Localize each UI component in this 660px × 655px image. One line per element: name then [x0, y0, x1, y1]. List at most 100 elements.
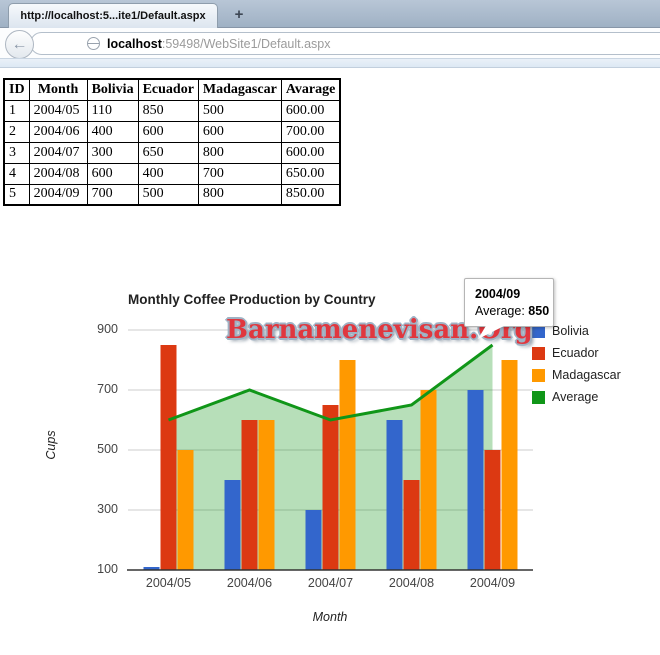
table-row: 3 2004/07 300 650 800 600.00 [3, 141, 341, 164]
table-cell: 110 [86, 99, 139, 122]
legend-swatch-average [532, 390, 545, 404]
table-cell: 2004/09 [28, 183, 88, 206]
back-icon: ← [11, 35, 28, 53]
legend-item-bolivia[interactable]: Bolivia [532, 320, 621, 342]
tooltip-number: 850 [528, 304, 550, 318]
table-header-month: Month [28, 78, 88, 101]
bar-ecuador-2004/06[interactable] [241, 420, 258, 570]
toolbar-bottom-strip [0, 58, 660, 68]
legend-label: Bolivia [552, 324, 589, 338]
legend-label: Average [552, 390, 599, 404]
table-cell: 4 [3, 162, 30, 185]
data-table: ID Month Bolivia Ecuador Madagascar Avarage 1 2… [3, 78, 342, 206]
table-cell: 650 [137, 141, 199, 164]
tab-title: http://localhost:5...ite1/Default.aspx [20, 10, 206, 22]
table-cell: 800 [197, 183, 282, 206]
navigation-toolbar: localhost:59498/WebSite1/Default.aspx ← [0, 28, 660, 59]
table-cell: 800 [197, 141, 282, 164]
bar-madagascar-2004/08[interactable] [420, 390, 437, 570]
url-host: localhost [107, 36, 162, 51]
x-tick-label-2004/07: 2004/07 [307, 576, 354, 590]
table-cell: 5 [3, 183, 30, 206]
table-cell: 700.00 [280, 120, 341, 143]
legend-swatch-bolivia [532, 324, 545, 338]
table-header-row: ID Month Bolivia Ecuador Madagascar Avarage [3, 78, 341, 101]
legend-item-madagascar[interactable]: Madagascar [532, 364, 621, 386]
legend-swatch-madagascar [532, 368, 545, 382]
bar-ecuador-2004/09[interactable] [484, 450, 501, 570]
table-cell: 400 [86, 120, 139, 143]
table-cell: 700 [197, 162, 282, 185]
table-cell: 3 [3, 141, 30, 164]
table-header-id: ID [3, 78, 30, 101]
browser-tab[interactable]: http://localhost:5...ite1/Default.aspx [8, 3, 218, 28]
bar-madagascar-2004/06[interactable] [258, 420, 275, 570]
table-cell: 2004/06 [28, 120, 88, 143]
bar-ecuador-2004/05[interactable] [160, 345, 177, 570]
x-axis-title: Month [312, 610, 348, 624]
tab-bar: http://localhost:5...ite1/Default.aspx + [0, 0, 660, 28]
table-cell: 2004/07 [28, 141, 88, 164]
y-tick-label-300: 300 [97, 502, 118, 516]
x-tick-label-2004/05: 2004/05 [145, 576, 192, 590]
globe-icon [87, 37, 100, 50]
table-cell: 500 [137, 183, 199, 206]
table-cell: 600 [197, 120, 282, 143]
new-tab-button[interactable]: + [234, 6, 244, 23]
bar-bolivia-2004/09[interactable] [467, 390, 484, 570]
chart-legend: Bolivia Ecuador Madagascar Average [532, 320, 621, 408]
table-header-ecuador: Ecuador [137, 78, 199, 101]
legend-label: Ecuador [552, 346, 599, 360]
y-tick-label-100: 100 [97, 562, 118, 576]
bar-madagascar-2004/05[interactable] [177, 450, 194, 570]
table-cell: 500 [197, 99, 282, 122]
y-axis-title: Cups [44, 430, 58, 460]
bar-madagascar-2004/07[interactable] [339, 360, 356, 570]
legend-item-ecuador[interactable]: Ecuador [532, 342, 621, 364]
table-header-madagascar: Madagascar [197, 78, 282, 101]
table-cell: 2004/08 [28, 162, 88, 185]
table-row: 5 2004/09 700 500 800 850.00 [3, 183, 341, 206]
table-cell: 700 [86, 183, 139, 206]
legend-item-average[interactable]: Average [532, 386, 621, 408]
y-tick-label-500: 500 [97, 442, 118, 456]
table-cell: 600.00 [280, 99, 341, 122]
bar-bolivia-2004/07[interactable] [305, 510, 322, 570]
bar-bolivia-2004/05[interactable] [143, 567, 160, 570]
bar-bolivia-2004/06[interactable] [224, 480, 241, 570]
table-cell: 600 [137, 120, 199, 143]
legend-swatch-ecuador [532, 346, 545, 360]
table-cell: 1 [3, 99, 30, 122]
bar-ecuador-2004/08[interactable] [403, 480, 420, 570]
table-cell: 850.00 [280, 183, 341, 206]
table-row: 1 2004/05 110 850 500 600.00 [3, 99, 341, 122]
x-tick-label-2004/09: 2004/09 [469, 576, 516, 590]
chart-tooltip: 2004/09 Average: 850 [464, 278, 554, 327]
table-header-bolivia: Bolivia [86, 78, 139, 101]
bar-ecuador-2004/07[interactable] [322, 405, 339, 570]
tooltip-value: Average: 850 [475, 303, 550, 320]
bar-bolivia-2004/08[interactable] [386, 420, 403, 570]
bar-madagascar-2004/09[interactable] [501, 360, 518, 570]
average-line[interactable] [167, 343, 494, 422]
table-cell: 2 [3, 120, 30, 143]
table-cell: 2004/05 [28, 99, 88, 122]
tooltip-series-label: Average: [475, 304, 525, 318]
table-cell: 850 [137, 99, 199, 122]
table-cell: 600.00 [280, 141, 341, 164]
table-cell: 400 [137, 162, 199, 185]
url-path: :59498/WebSite1/Default.aspx [161, 36, 331, 51]
y-tick-label-700: 700 [97, 382, 118, 396]
y-tick-label-900: 900 [97, 322, 118, 336]
table-cell: 650.00 [280, 162, 341, 185]
url-bar[interactable]: localhost:59498/WebSite1/Default.aspx [30, 32, 660, 55]
back-button[interactable]: ← [5, 30, 34, 59]
table-cell: 600 [86, 162, 139, 185]
table-header-avarage: Avarage [280, 78, 341, 101]
x-tick-label-2004/08: 2004/08 [388, 576, 435, 590]
tooltip-category: 2004/09 [475, 287, 521, 301]
table-row: 2 2004/06 400 600 600 700.00 [3, 120, 341, 143]
legend-label: Madagascar [552, 368, 621, 382]
